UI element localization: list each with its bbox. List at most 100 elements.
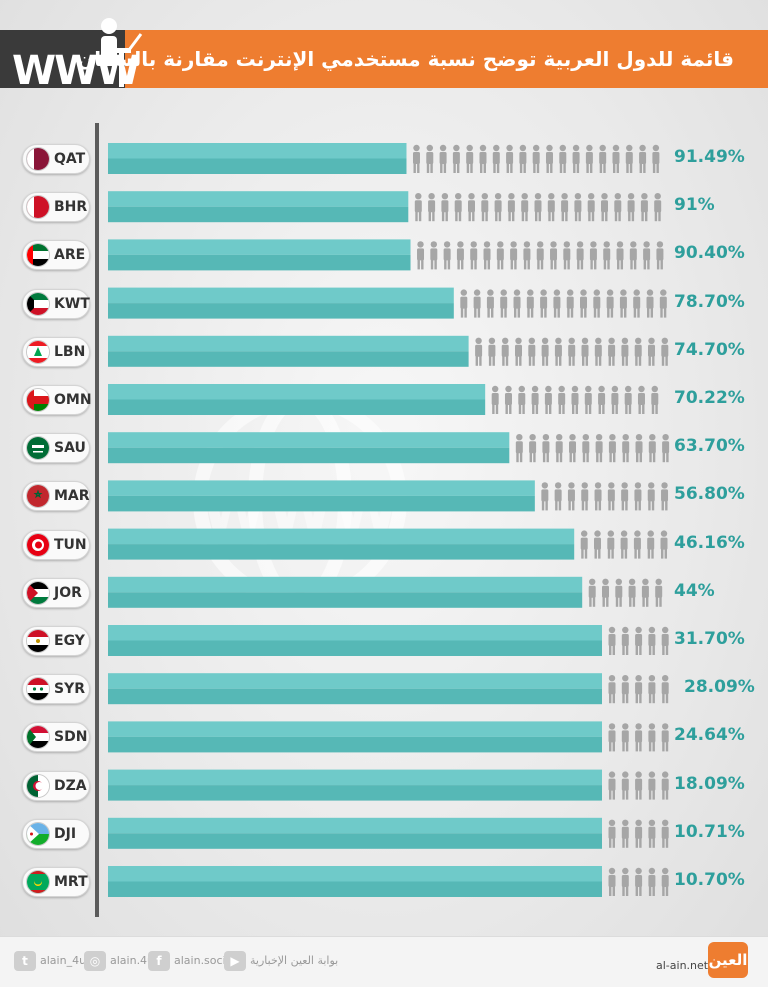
- instagram-handle: alain.4u: [110, 954, 155, 967]
- country-pill-are: ARE: [22, 240, 90, 271]
- qatar-flag-icon: [26, 147, 50, 171]
- country-code: ARE: [54, 247, 86, 264]
- country-code: DZA: [54, 777, 87, 794]
- value-label-sdn: 24.64%: [674, 725, 745, 746]
- country-code: OMN: [54, 392, 92, 408]
- www-logo: WWW: [12, 48, 140, 94]
- country-pill-kwt: KWT: [22, 288, 90, 319]
- people-icons-are: [417, 241, 664, 270]
- chart-axis-line: [95, 123, 99, 917]
- oman-flag-icon: [26, 388, 50, 412]
- facebook-handle: alain.social: [174, 954, 236, 967]
- computer-user-icon: [101, 18, 143, 87]
- djibouti-flag-icon: [26, 821, 50, 846]
- morocco-flag-icon: [26, 484, 50, 509]
- twitter-icon: t: [14, 951, 36, 971]
- brand-logo: العين: [708, 942, 748, 978]
- algeria-flag-icon: [26, 773, 50, 798]
- egypt-flag-icon: [26, 629, 50, 653]
- page-title: قائمة للدول العربية توضح نسبة مستخدمي ال…: [77, 47, 734, 71]
- bar-egy: [108, 625, 602, 656]
- youtube-icon: ▶: [224, 951, 246, 971]
- country-code: BHR: [54, 199, 88, 216]
- people-icons-dza: [608, 771, 669, 800]
- country-code: SYR: [54, 681, 86, 698]
- value-label-are: 90.40%: [674, 243, 745, 264]
- people-icons-kwt: [460, 289, 667, 318]
- country-pill-mar: MAR: [22, 481, 90, 512]
- bar-lbn: [108, 335, 469, 367]
- value-label-omn: 70.22%: [674, 388, 745, 408]
- bar-mar: [108, 480, 535, 512]
- value-label-dza: 18.09%: [674, 773, 745, 794]
- country-pill-tun: TUN: [22, 529, 90, 560]
- lebanon-flag-icon: [26, 339, 50, 364]
- people-icons-egy: [608, 626, 669, 655]
- country-pill-qat: QAT: [22, 144, 90, 174]
- bar-sau: [108, 432, 510, 464]
- value-label-lbn: 74.70%: [674, 339, 745, 360]
- people-icons-lbn: [475, 337, 669, 366]
- value-label-qat: 91.49%: [674, 147, 745, 167]
- bar-jor: [108, 576, 583, 608]
- bar-omn: [108, 384, 486, 415]
- bar-sdn: [108, 721, 602, 753]
- country-pill-sdn: SDN: [22, 722, 90, 753]
- value-label-mrt: 10.70%: [674, 870, 745, 890]
- country-code: JOR: [54, 584, 82, 601]
- twitter-handle: alain_4u: [40, 954, 87, 967]
- bar-syr: [108, 673, 602, 705]
- people-icons-mrt: [608, 867, 669, 896]
- site-url-link[interactable]: al-ain.net: [656, 959, 709, 972]
- value-label-sau: 63.70%: [674, 436, 745, 457]
- people-icons-sau: [515, 434, 670, 463]
- syria-flag-icon: [26, 677, 50, 702]
- twitter-link[interactable]: t alain_4u: [14, 951, 86, 971]
- country-pill-jor: JOR: [22, 577, 90, 608]
- country-pill-sau: SAU: [22, 433, 90, 464]
- bar-are: [108, 239, 411, 271]
- saudi-flag-icon: [26, 436, 50, 461]
- country-code: SAU: [54, 440, 86, 457]
- country-code: MAR: [54, 488, 90, 505]
- country-code: DJI: [54, 825, 77, 842]
- kuwait-flag-icon: [26, 291, 50, 316]
- country-code: EGY: [54, 633, 85, 649]
- tunisia-flag-icon: [26, 532, 50, 557]
- country-code: SDN: [54, 729, 88, 746]
- country-pill-omn: OMN: [22, 385, 92, 415]
- country-code: QAT: [54, 151, 86, 167]
- bar-mrt: [108, 866, 602, 897]
- country-pill-bhr: BHR: [22, 192, 90, 223]
- country-pill-dza: DZA: [22, 770, 90, 801]
- bar-tun: [108, 528, 575, 560]
- bar-dza: [108, 769, 602, 801]
- instagram-link[interactable]: ◎ alain.4u: [84, 951, 154, 971]
- footer: t alain_4u ◎ alain.4u f alain.social ▶ بوابة…: [0, 936, 768, 987]
- youtube-link[interactable]: ▶ بوابة العين الإخبارية: [224, 951, 338, 971]
- instagram-icon: ◎: [84, 951, 106, 971]
- country-pill-mrt: MRT: [22, 867, 90, 897]
- bar-dji: [108, 817, 602, 849]
- people-icons-sdn: [608, 723, 669, 752]
- value-label-dji: 10.71%: [674, 821, 745, 842]
- people-icons-omn: [491, 385, 659, 414]
- people-icons-tun: [580, 530, 668, 559]
- facebook-link[interactable]: f alain.social: [148, 951, 235, 971]
- value-label-mar: 56.80%: [674, 484, 745, 505]
- people-icons-bhr: [414, 193, 662, 222]
- country-code: KWT: [54, 295, 90, 312]
- people-icons-qat: [412, 144, 660, 173]
- country-pill-lbn: LBN: [22, 336, 90, 367]
- value-label-tun: 46.16%: [674, 532, 745, 553]
- facebook-icon: f: [148, 951, 170, 971]
- value-label-jor: 44%: [674, 580, 715, 601]
- country-pill-syr: SYR: [22, 674, 90, 705]
- bar-bhr: [108, 191, 409, 223]
- people-icons-jor: [588, 578, 663, 607]
- country-pill-egy: EGY: [22, 626, 90, 656]
- youtube-channel: بوابة العين الإخبارية: [250, 954, 339, 967]
- header-bar: [125, 30, 768, 88]
